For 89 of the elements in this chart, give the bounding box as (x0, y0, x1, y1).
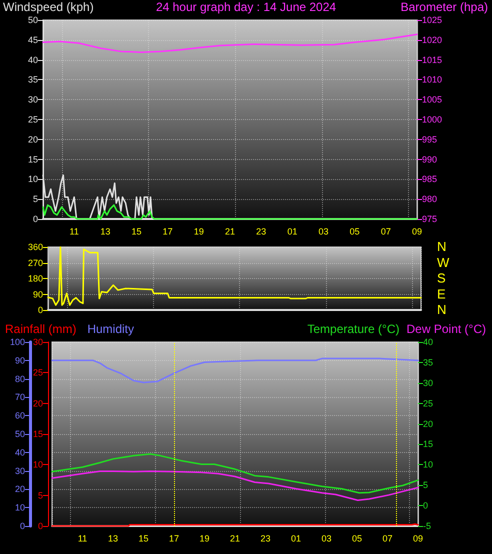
x-tick-label: 21 (230, 534, 240, 544)
y2-tick-label: 10 (423, 460, 434, 470)
line-series (51, 470, 419, 501)
x-tick-label: 11 (78, 534, 88, 544)
x-tick-label: 21 (224, 226, 236, 236)
y-tick-label: 180 (28, 274, 43, 284)
y2-tick-label: 20 (423, 418, 434, 429)
y2-axis-title: Barometer (hpa) (400, 0, 488, 14)
y2-tick-label: 1005 (422, 94, 442, 105)
y2-tick-label: 0 (423, 500, 428, 511)
y-tick-label: 30 (14, 466, 25, 476)
x-tick-label: 15 (138, 534, 149, 544)
y-tick-label: 10 (28, 174, 38, 184)
y2-tick-label: 975 (422, 214, 438, 224)
text: Dew Point (°C) (406, 322, 486, 336)
text: Humidity (87, 322, 134, 336)
x-tick-label: 09 (412, 534, 424, 544)
y2-tick-label: 5 (423, 480, 428, 490)
x-tick-label: 09 (412, 226, 422, 236)
chart-title: 24 hour graph day : 14 June 2024 (156, 0, 336, 14)
y2-tick-label: 990 (422, 154, 438, 164)
y-tick-label: 0 (38, 305, 43, 315)
y-tick-label: 80 (14, 374, 25, 384)
y-tick-label: 45 (28, 34, 38, 45)
y-tick-label: 25 (28, 114, 38, 124)
y2-tick-label: 980 (422, 194, 438, 204)
line-series (51, 453, 419, 494)
y-tick-label: 20 (28, 134, 38, 144)
y-tick-label: 0 (32, 214, 38, 224)
y-tick-label: 90 (14, 355, 25, 366)
y-tick-label: 15 (28, 154, 38, 164)
y-tick-label: 5 (32, 194, 38, 204)
y2-tick-label: 15 (423, 439, 434, 450)
x-tick-label: 05 (350, 226, 360, 236)
y-tick-label: 20 (14, 484, 25, 494)
y2-tick-label: 30 (423, 378, 434, 388)
y-tick-label: 270 (28, 258, 43, 268)
y-tick-label: 60 (14, 410, 25, 421)
y2-tick-label: 35 (423, 357, 434, 368)
text: N (437, 239, 446, 254)
y-tick-label: 35 (28, 74, 38, 85)
text: W (437, 254, 450, 270)
y-tick-label: 10 (14, 502, 25, 513)
y-tick-label: 100 (10, 337, 25, 347)
x-tick-label: 19 (194, 226, 204, 236)
x-tick-label: 05 (352, 534, 362, 544)
text: Rainfall (mm) (5, 322, 76, 336)
y2-tick-label: 1015 (422, 54, 442, 65)
x-tick-label: 01 (287, 226, 298, 236)
y2-tick-label: 25 (423, 398, 434, 408)
x-tick-label: 07 (382, 534, 393, 544)
x-tick-label: 13 (108, 534, 118, 544)
y-tick-label: 40 (14, 447, 25, 458)
y2-tick-label: 1025 (422, 15, 442, 25)
x-tick-label: 15 (131, 226, 142, 236)
y-tick-label: 30 (28, 94, 38, 105)
text: E (437, 286, 446, 302)
line-series (51, 358, 419, 384)
y2-tick-label: 985 (422, 174, 438, 184)
x-tick-label: 03 (321, 534, 332, 544)
y2-tick-label: 1010 (422, 74, 442, 85)
y-tick-label: 70 (14, 392, 25, 402)
y2-tick-label: 1020 (422, 34, 442, 45)
x-tick-label: 17 (168, 534, 180, 544)
y-tick-label: 50 (28, 15, 38, 25)
x-tick-label: 23 (260, 534, 271, 544)
y2-tick-label: 995 (422, 134, 438, 144)
line-series (42, 204, 418, 220)
y2-tick-label: 1000 (422, 114, 442, 124)
text: Temperature (°C) (307, 322, 400, 336)
text: S (437, 270, 446, 286)
x-tick-label: 23 (256, 226, 266, 236)
x-tick-label: 01 (290, 534, 302, 544)
y2-tick-label: -5 (423, 521, 432, 531)
y-tick-label: 90 (32, 289, 43, 300)
x-tick-label: 17 (162, 226, 173, 236)
x-tick-label: 07 (380, 226, 391, 236)
x-tick-label: 13 (100, 226, 110, 236)
y-tick-label: 40 (28, 54, 38, 65)
line-series (42, 34, 418, 53)
y-tick-label: 50 (14, 429, 25, 439)
x-tick-label: 03 (318, 226, 329, 236)
text: N (437, 302, 446, 317)
y-tick-label: 360 (28, 242, 43, 252)
y2-tick-label: 40 (423, 337, 434, 347)
x-tick-label: 19 (199, 534, 210, 544)
y-axis-title: Windspeed (kph) (3, 0, 94, 14)
y-tick-label: 0 (20, 521, 25, 531)
x-tick-label: 11 (69, 226, 79, 236)
